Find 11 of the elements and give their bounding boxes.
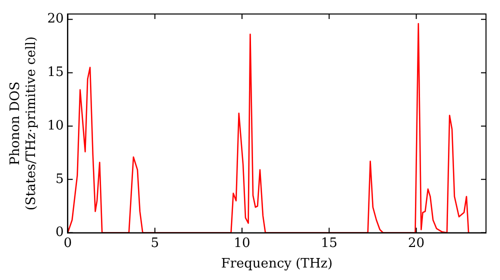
y-tick-label: 5 xyxy=(55,172,64,187)
y-tick-label: 15 xyxy=(47,65,64,80)
x-tick-label: 15 xyxy=(320,236,338,251)
x-tick-label: 20 xyxy=(408,236,425,251)
x-tick-label: 10 xyxy=(234,236,250,251)
y-tick-label: 20 xyxy=(47,12,64,27)
y-tick-label: 0 xyxy=(55,225,64,240)
y-axis-title: Phonon DOS (States/THz·primitive cell) xyxy=(8,36,39,210)
x-tick-label: 5 xyxy=(150,236,160,251)
x-axis-title: Frequency (THz) xyxy=(221,256,333,272)
y-tick-label: 10 xyxy=(47,118,64,134)
